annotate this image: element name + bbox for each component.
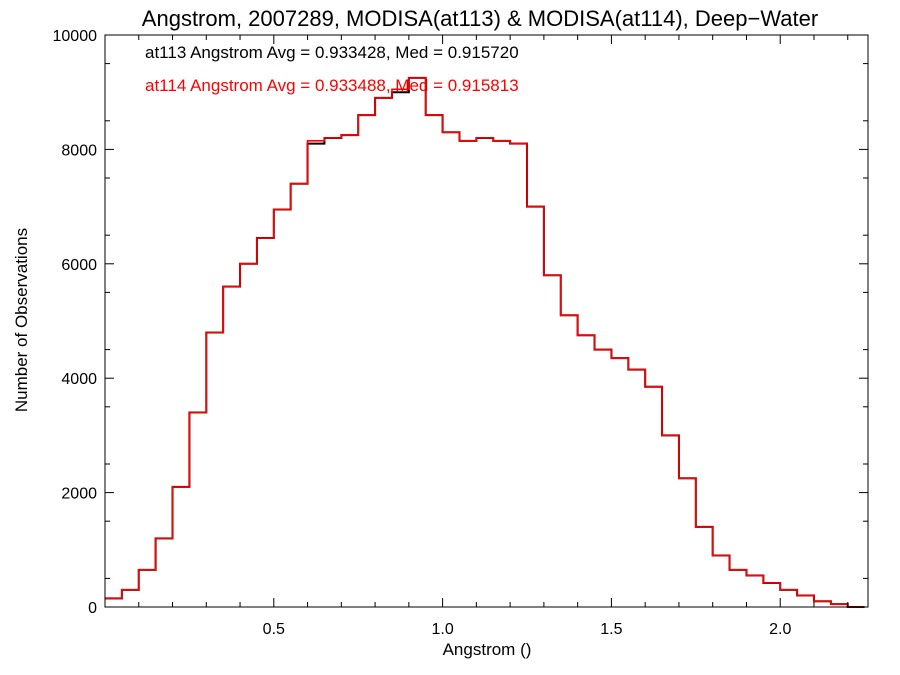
x-tick-label: 1.5 <box>600 621 622 638</box>
annotation-at113-stats: at113 Angstrom Avg = 0.933428, Med = 0.9… <box>145 43 519 62</box>
x-tick-label: 1.0 <box>431 621 453 638</box>
y-tick-label: 2000 <box>61 486 97 503</box>
annotation-at114-stats: at114 Angstrom Avg = 0.933488, Med = 0.9… <box>145 76 519 95</box>
chart-title: Angstrom, 2007289, MODISA(at113) & MODIS… <box>142 6 818 31</box>
series-line-at114 <box>105 77 865 608</box>
y-tick-label: 10000 <box>53 28 98 45</box>
y-tick-label: 0 <box>88 600 97 617</box>
series-layer <box>105 76 865 608</box>
x-tick-label: 0.5 <box>263 621 285 638</box>
y-axis-label: Number of Observations <box>12 228 31 412</box>
ticks-layer: 0.5 1.0 1.5 2.0 0 2000 4000 6000 8000 10000 <box>53 28 868 638</box>
y-tick-label: 4000 <box>61 371 97 388</box>
plot-frame <box>104 34 869 608</box>
y-tick-label: 8000 <box>61 142 97 159</box>
series-line-at113 <box>105 76 865 608</box>
y-tick-label: 6000 <box>61 257 97 274</box>
x-tick-label: 2.0 <box>769 621 791 638</box>
x-axis-label: Angstrom () <box>443 640 532 659</box>
